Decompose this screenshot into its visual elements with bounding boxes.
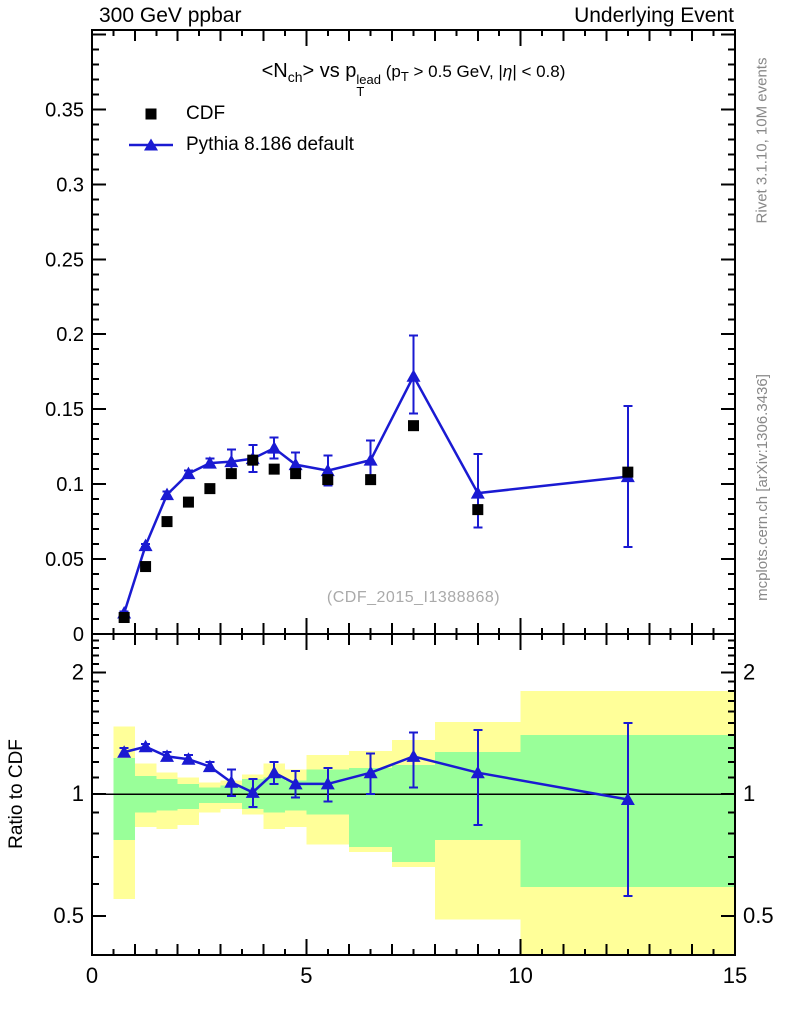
x-tick-label: 15 [723, 963, 747, 988]
ratio-point [181, 752, 196, 765]
header-analysis-group: Underlying Event [574, 4, 734, 27]
ratio-point [160, 749, 175, 762]
pythia-marker-icon [129, 138, 173, 151]
pythia-point [363, 453, 378, 466]
pythia-point [224, 454, 239, 468]
analysis-id-watermark: (CDF_2015_I1388868) [326, 589, 501, 606]
cdf-point [161, 516, 173, 528]
ratio-y-tick-label-right: 2 [743, 659, 755, 684]
cdf-point [408, 420, 419, 432]
ratio-point [224, 775, 239, 788]
ratio-point [117, 745, 132, 758]
mcplots-citation-note: mcplots.cern.ch [arXiv:1306.3436] [754, 374, 771, 601]
header-beam-energy: 300 GeV ppbar [99, 4, 242, 27]
cdf-point [225, 468, 237, 480]
main-y-tick-label: 0.3 [56, 174, 84, 196]
cdf-point [204, 483, 216, 495]
legend-label-cdf: CDF [186, 103, 226, 124]
ratio-y-tick-label-left: 1 [72, 781, 84, 806]
pythia-line [122, 373, 628, 614]
ratio-band-stat [263, 777, 285, 813]
pythia-point [470, 486, 485, 499]
rivet-version-note: Rivet 3.1.10, 10M events [753, 57, 771, 224]
legend-label-pythia: Pythia 8.186 default [186, 134, 354, 155]
main-y-tick-label: 0.2 [56, 324, 84, 346]
cdf-point [322, 474, 334, 486]
main-y-tick-label: 0.35 [45, 99, 84, 121]
cdf-point [268, 463, 280, 475]
cdf-point [140, 561, 152, 573]
ratio-point [245, 785, 260, 798]
ratio-band-stat [177, 783, 200, 809]
ratio-y-tick-label-right: 1 [743, 781, 755, 806]
ratio-point [320, 776, 335, 790]
plot-title: <Nch> vs p lead T (pT > 0.5 GeV, |η| < 0.8… [261, 60, 566, 99]
x-tick-label: 5 [300, 963, 312, 988]
legend-item-pythia: Pythia 8.186 default [128, 134, 354, 156]
ratio-y-tick-label-left: 0.5 [53, 903, 84, 928]
cdf-point [290, 468, 302, 480]
pythia-point [138, 538, 153, 552]
main-y-tick-label: 0.25 [45, 249, 84, 271]
pythia-point [320, 463, 335, 477]
cdf-point [622, 466, 634, 478]
cdf-point [118, 612, 130, 624]
ratio-point [138, 739, 153, 753]
ratio-point [470, 765, 485, 779]
x-tick-label: 0 [86, 963, 98, 988]
cdf-point [472, 504, 484, 516]
main-y-tick-label: 0.15 [45, 399, 84, 421]
pythia-point [267, 441, 282, 454]
cdf-marker-icon [145, 108, 157, 120]
pythia-point [160, 487, 175, 501]
ratio-point [620, 792, 635, 805]
ratio-point [202, 759, 217, 773]
ratio-point [406, 749, 421, 762]
pythia-point [288, 457, 303, 471]
cdf-point [182, 496, 194, 508]
ratio-y-tick-label-left: 2 [72, 659, 84, 684]
ratio-point [267, 765, 282, 779]
cdf-point [247, 454, 259, 466]
pythia-point [406, 369, 421, 382]
x-tick-label: 10 [508, 963, 532, 988]
cdf-point [365, 474, 377, 486]
ratio-band-stat [113, 757, 135, 841]
main-y-tick-label: 0.05 [45, 549, 84, 571]
ratio-y-tick-label-right: 0.5 [743, 903, 774, 928]
main-y-tick-label: 0 [73, 624, 84, 646]
pythia-point [202, 456, 217, 469]
ratio-point [363, 765, 378, 779]
ratio-axis-title: Ratio to CDF [6, 739, 27, 849]
legend: CDF Pythia 8.186 default [128, 103, 354, 165]
ratio-point [288, 776, 303, 790]
pythia-point [181, 466, 196, 480]
title-pt-lead-symbol: lead T [356, 72, 381, 99]
ratio-band-stat [199, 787, 221, 804]
legend-item-cdf: CDF [128, 103, 354, 125]
main-y-tick-label: 0.1 [56, 474, 84, 496]
